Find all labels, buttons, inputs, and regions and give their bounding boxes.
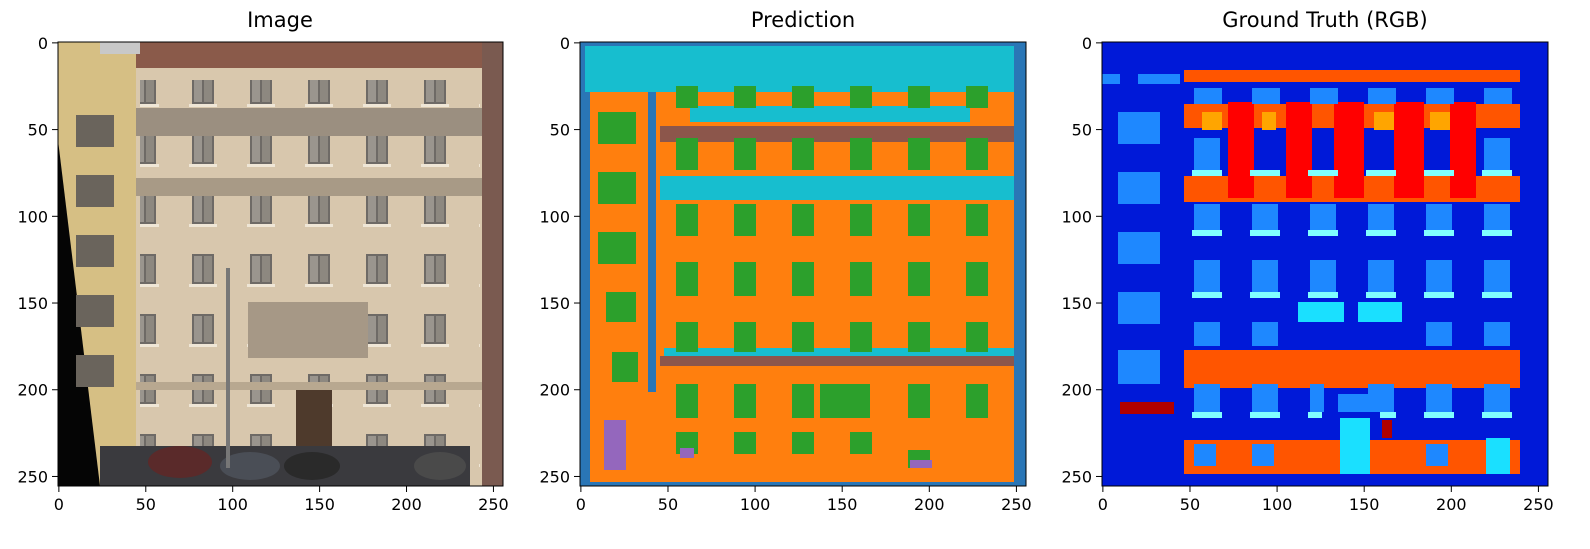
panel-title-image: Image <box>247 8 313 32</box>
photo-image <box>58 42 503 486</box>
x-tick-label: 150 <box>827 495 858 514</box>
x-tick-label: 150 <box>304 495 335 514</box>
x-tick-label: 150 <box>1349 495 1380 514</box>
y-tick-label: 50 <box>28 121 48 140</box>
x-tick-label: 0 <box>576 495 586 514</box>
x-tick-label: 0 <box>54 495 64 514</box>
x-tick-label: 250 <box>478 495 509 514</box>
y-tick-label: 200 <box>17 381 48 400</box>
axis-ticks: 0 50 100 150 200 250 0 50 100 150 200 250 0 50 100 150 2… <box>17 34 1553 514</box>
y-tick-label: 0 <box>1082 34 1092 53</box>
y-tick-label: 250 <box>539 467 570 486</box>
x-tick-label: 0 <box>1098 495 1108 514</box>
y-tick-label: 250 <box>17 467 48 486</box>
image-panel: Image <box>0 0 530 549</box>
y-tick-label: 200 <box>1061 381 1092 400</box>
y-tick-label: 200 <box>539 381 570 400</box>
y-tick-label: 0 <box>38 34 48 53</box>
prediction-map <box>580 42 1026 486</box>
y-tick-label: 250 <box>1061 467 1092 486</box>
y-tick-label: 0 <box>560 34 570 53</box>
y-tick-label: 50 <box>550 121 570 140</box>
y-tick-label: 100 <box>17 207 48 226</box>
x-tick-label: 250 <box>1001 495 1032 514</box>
axes-frames <box>57 41 1549 487</box>
x-tick-label: 200 <box>914 495 945 514</box>
panel-title-prediction: Prediction <box>750 8 856 32</box>
x-tick-label: 100 <box>1262 495 1293 514</box>
y-tick-label: 150 <box>17 294 48 313</box>
ground-truth-map <box>1102 42 1548 486</box>
y-tick-label: 100 <box>539 207 570 226</box>
x-tick-label: 100 <box>740 495 771 514</box>
x-tick-label: 50 <box>658 495 678 514</box>
y-tick-label: 150 <box>1061 294 1092 313</box>
y-tick-label: 50 <box>1072 121 1092 140</box>
y-tick-label: 150 <box>539 294 570 313</box>
x-tick-label: 50 <box>1180 495 1200 514</box>
x-tick-label: 200 <box>1436 495 1467 514</box>
x-tick-label: 50 <box>136 495 156 514</box>
y-tick-label: 100 <box>1061 207 1092 226</box>
x-tick-label: 100 <box>217 495 248 514</box>
panel-title-ground-truth: Ground Truth (RGB) <box>1222 8 1428 32</box>
x-tick-label: 200 <box>391 495 422 514</box>
x-tick-label: 250 <box>1523 495 1554 514</box>
